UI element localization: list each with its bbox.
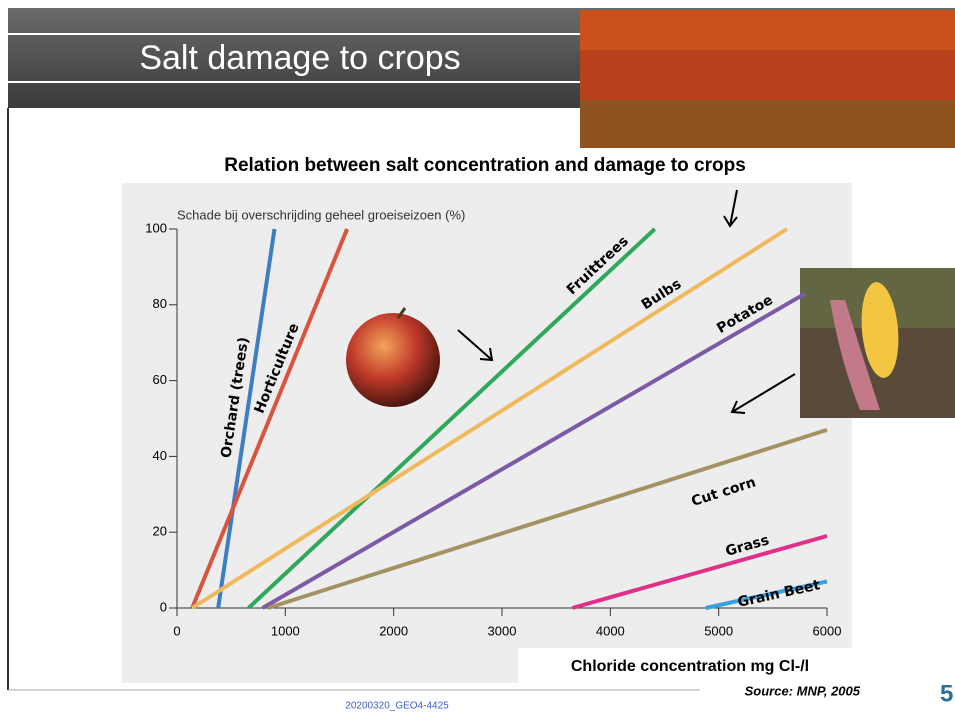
page-number: 5 (940, 680, 953, 707)
x-tick-label: 5000 (704, 623, 733, 638)
x-tick-label: 1000 (271, 623, 300, 638)
series-line (216, 228, 277, 609)
series-line (190, 228, 349, 609)
slide-title: Salt damage to crops (139, 39, 460, 77)
series-line (261, 291, 807, 610)
corn-photo (800, 268, 955, 418)
tulip-photo (580, 10, 955, 148)
x-label-box (518, 648, 862, 684)
y-tick-label: 40 (153, 448, 167, 463)
chart-title: Relation between salt concentration and … (224, 155, 746, 176)
y-tick-label: 20 (153, 524, 167, 539)
y-tick-label: 0 (160, 599, 167, 614)
x-tick-label: 4000 (596, 623, 625, 638)
series-line (191, 227, 788, 610)
x-axis-title: Chloride concentration mg Cl-/l (571, 658, 809, 675)
annotation-arrows (457, 189, 796, 414)
y-tick-label: 100 (145, 220, 167, 235)
series-line (247, 227, 657, 610)
source: Source: MNP, 2005 (745, 683, 861, 698)
y-axis-title: Schade bij overschrijding geheel groeise… (177, 207, 465, 222)
x-tick-label: 6000 (813, 623, 842, 638)
y-tick-label: 60 (153, 372, 167, 387)
x-tick-label: 0 (173, 623, 180, 638)
x-tick-label: 2000 (379, 623, 408, 638)
y-tick-label: 80 (153, 296, 167, 311)
footer: 20200320_GEO4-4425 (345, 701, 449, 712)
apple-image (346, 307, 440, 407)
x-tick-label: 3000 (488, 623, 517, 638)
series-line (705, 579, 828, 610)
series-line (267, 427, 828, 610)
series-line (571, 534, 828, 610)
